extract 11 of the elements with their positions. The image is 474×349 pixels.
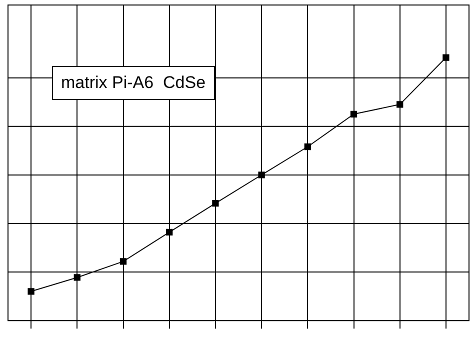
point [166, 228, 173, 236]
point [350, 110, 358, 118]
point [442, 54, 450, 61]
point [212, 200, 219, 207]
point [396, 101, 404, 108]
annotation: matrix Pi-A6 CdSe [52, 66, 215, 100]
point [258, 172, 265, 178]
point [74, 274, 80, 281]
point [28, 288, 34, 295]
point [304, 143, 311, 150]
point [120, 258, 127, 265]
